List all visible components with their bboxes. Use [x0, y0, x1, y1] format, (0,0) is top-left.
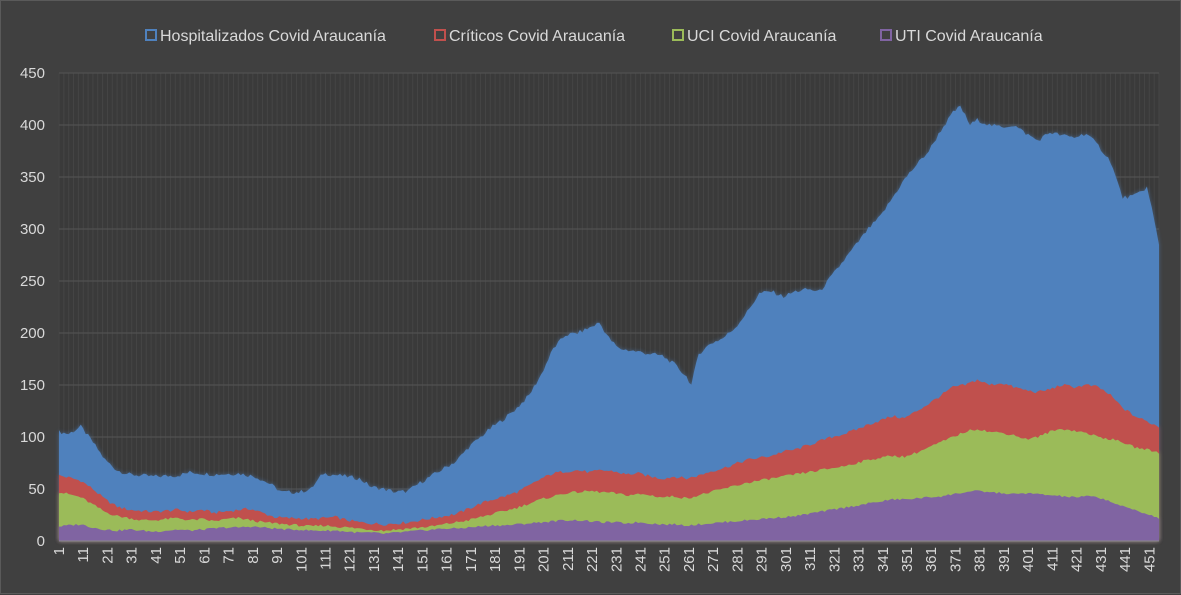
x-tick-label: 151 — [414, 547, 431, 572]
legend-label: Hospitalizados Covid Araucanía — [160, 28, 386, 45]
x-tick-label: 1 — [51, 547, 68, 555]
x-tick-label: 241 — [632, 547, 649, 572]
legend-label: Críticos Covid Araucanía — [449, 28, 625, 45]
x-tick-label: 381 — [972, 547, 989, 572]
y-axis-ticks: 0 50 100 150 200 250 300 350 400 450 — [20, 65, 45, 550]
legend-swatch — [880, 29, 892, 41]
x-tick-label: 141 — [390, 547, 407, 572]
x-tick-label: 61 — [196, 547, 213, 564]
x-tick-label: 391 — [996, 547, 1013, 572]
y-tick-label: 300 — [20, 221, 45, 238]
series-areas — [59, 105, 1159, 541]
x-tick-label: 281 — [729, 547, 746, 572]
x-tick-label: 231 — [608, 547, 625, 572]
series-area — [59, 490, 1159, 541]
y-tick-label: 450 — [20, 65, 45, 82]
x-tick-label: 351 — [899, 547, 916, 572]
y-tick-label: 250 — [20, 273, 45, 290]
x-tick-label: 41 — [148, 547, 165, 564]
x-tick-label: 421 — [1069, 547, 1086, 572]
x-tick-label: 81 — [245, 547, 262, 564]
x-tick-label: 251 — [657, 547, 674, 572]
x-tick-label: 341 — [875, 547, 892, 572]
legend-label: UTI Covid Araucanía — [895, 28, 1043, 45]
x-tick-label: 91 — [269, 547, 286, 564]
y-tick-label: 200 — [20, 325, 45, 342]
y-tick-label: 50 — [28, 481, 45, 498]
x-tick-label: 101 — [293, 547, 310, 572]
x-tick-label: 211 — [560, 547, 577, 571]
x-tick-label: 361 — [923, 547, 940, 572]
y-tick-label: 350 — [20, 169, 45, 186]
x-tick-label: 51 — [172, 547, 189, 564]
x-tick-label: 401 — [1020, 547, 1037, 572]
x-tick-label: 181 — [487, 547, 504, 572]
x-tick-label: 331 — [851, 547, 868, 572]
x-tick-label: 311 — [802, 547, 819, 571]
x-tick-label: 171 — [463, 547, 480, 572]
x-tick-label: 411 — [1044, 547, 1061, 571]
legend-swatch — [145, 29, 157, 41]
x-tick-label: 221 — [584, 547, 601, 572]
x-tick-label: 261 — [681, 547, 698, 572]
x-tick-label: 111 — [318, 547, 335, 570]
x-tick-label: 321 — [826, 547, 843, 572]
y-tick-label: 0 — [37, 533, 45, 550]
x-tick-label: 271 — [705, 547, 722, 572]
x-tick-label: 201 — [536, 547, 553, 572]
x-tick-label: 301 — [778, 547, 795, 572]
x-tick-label: 431 — [1093, 547, 1110, 572]
x-tick-label: 161 — [439, 547, 456, 572]
x-tick-label: 121 — [342, 547, 359, 572]
x-tick-label: 131 — [366, 547, 383, 572]
legend: Hospitalizados Covid Araucanía Críticos C… — [145, 28, 1043, 45]
y-tick-label: 400 — [20, 117, 45, 134]
legend-label: UCI Covid Araucanía — [687, 28, 837, 45]
x-tick-label: 451 — [1141, 547, 1158, 572]
legend-swatch — [434, 29, 446, 41]
x-tick-label: 191 — [511, 547, 528, 572]
x-tick-label: 31 — [124, 547, 141, 564]
x-tick-label: 21 — [99, 547, 116, 564]
x-tick-label: 371 — [947, 547, 964, 572]
x-tick-label: 71 — [221, 547, 238, 564]
x-tick-label: 11 — [75, 547, 92, 563]
y-tick-label: 100 — [20, 429, 45, 446]
x-tick-label: 441 — [1117, 547, 1134, 572]
legend-swatch — [672, 29, 684, 41]
x-tick-label: 291 — [754, 547, 771, 572]
x-axis-ticks: 1 11 21 31 41 51 61 71 81 91 101 111 121 131 141 151 161… — [51, 547, 1158, 572]
y-tick-label: 150 — [20, 377, 45, 394]
